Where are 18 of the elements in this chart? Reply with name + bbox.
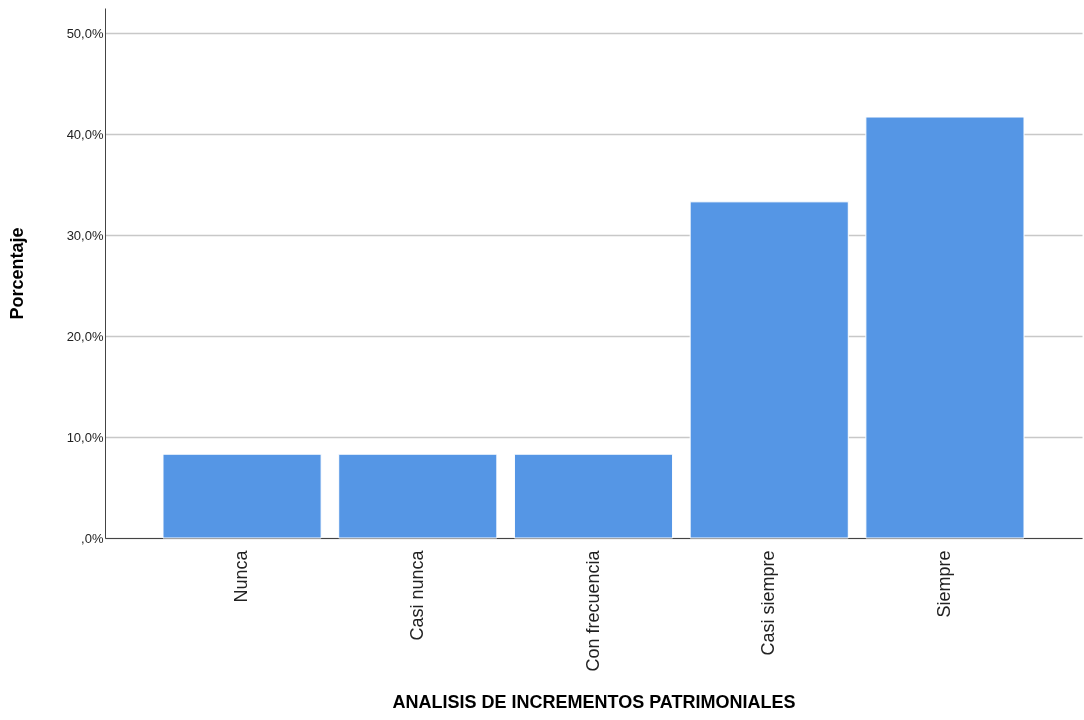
bar	[865, 116, 1025, 539]
y-tick-label: 30,0%	[66, 227, 104, 243]
x-axis-title: ANALISIS DE INCREMENTOS PATRIMONIALES	[392, 691, 796, 712]
x-tick-label: Casi siempre	[758, 550, 779, 656]
y-tick-label: ,0%	[81, 530, 104, 546]
y-tick-label: 50,0%	[66, 25, 104, 41]
x-tick-label: Casi nunca	[406, 549, 427, 641]
x-tick-label: Nunca	[231, 549, 252, 603]
x-tick-label: Siempre	[933, 550, 954, 618]
x-tick-label: Con frecuencia	[582, 549, 603, 672]
y-tick-label: 40,0%	[66, 126, 104, 142]
bar	[513, 453, 674, 539]
y-tick-label: 20,0%	[66, 328, 104, 344]
y-tick-label: 10,0%	[66, 429, 104, 445]
bar	[162, 453, 322, 539]
bar	[338, 453, 498, 539]
y-axis-title: Porcentaje	[6, 227, 27, 320]
bar	[689, 201, 849, 539]
